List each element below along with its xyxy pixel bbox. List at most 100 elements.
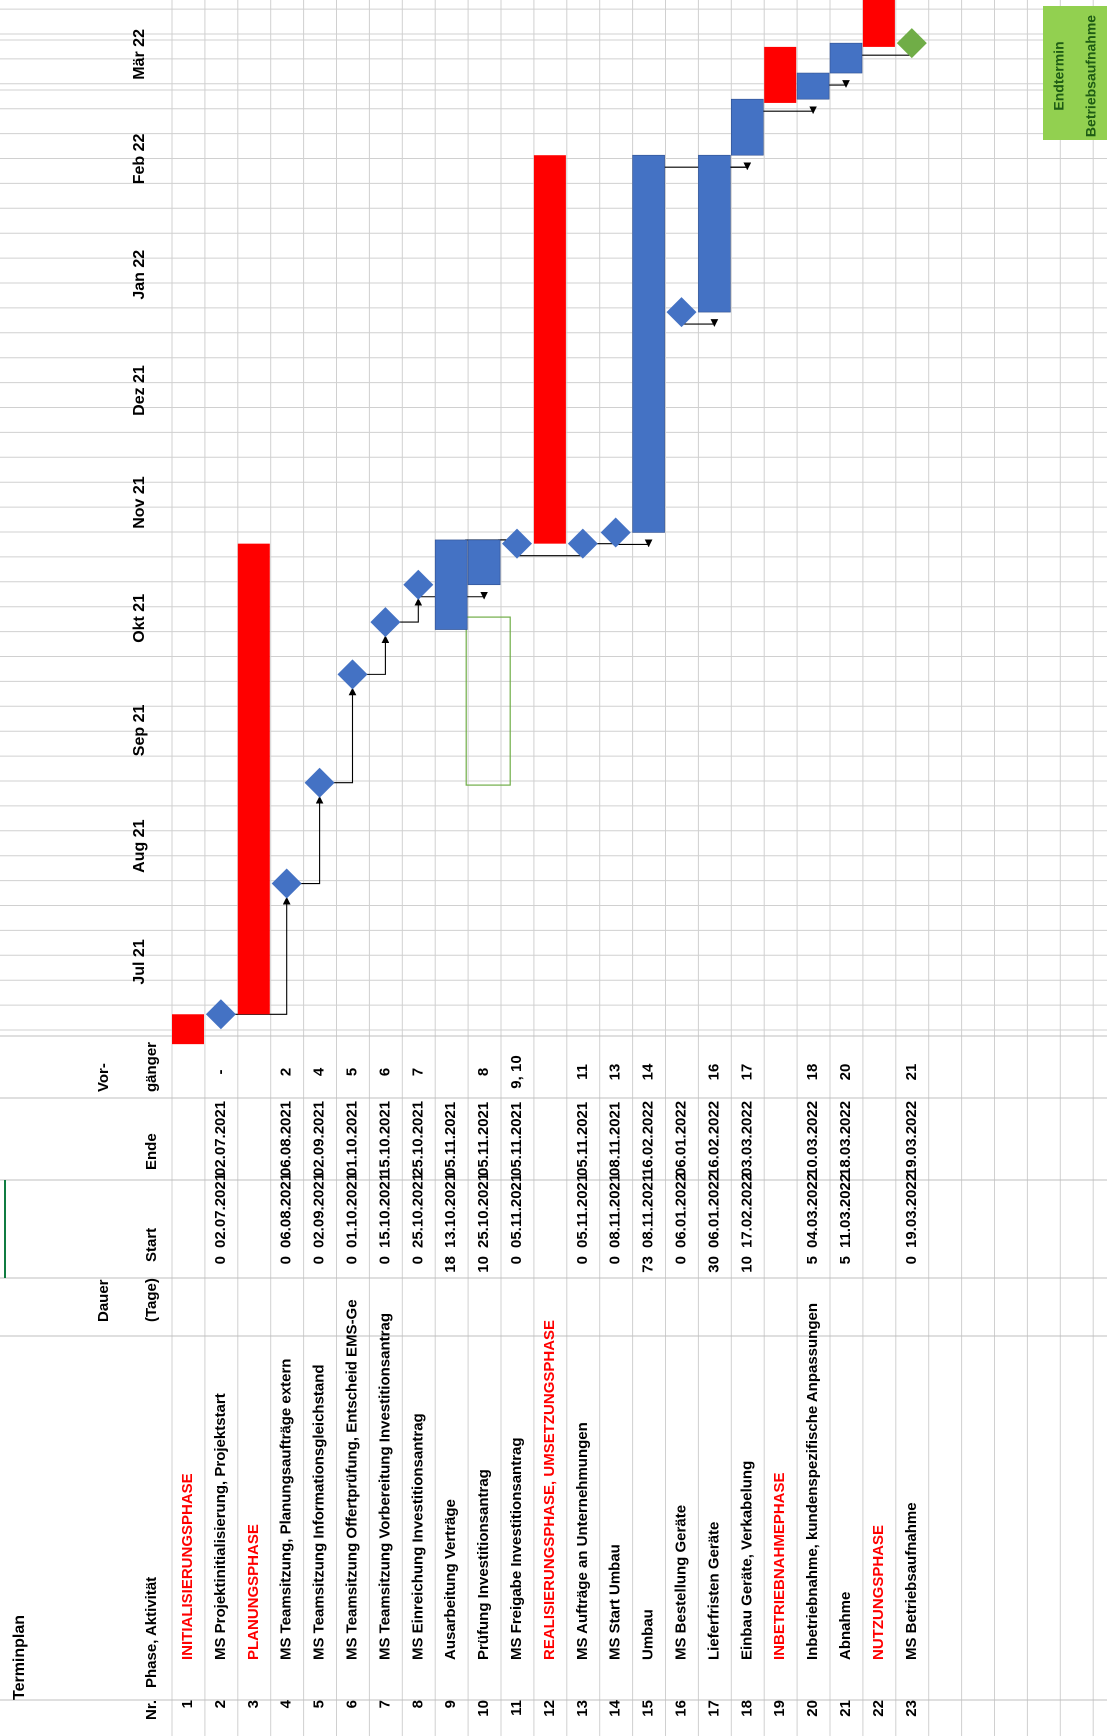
milestone-5 [304,767,335,798]
row-name-4: MS Teamsitzung, Planungsaufträge extern [278,1359,295,1660]
row-dauer-4: 0 [278,1256,295,1264]
row-nr-18: 18 [738,1700,755,1717]
task-bar-9 [434,539,468,630]
row-nr-17: 17 [705,1700,722,1717]
row-start-11: 05.11.2021 [508,1174,525,1248]
month-label: Mär 22 [131,29,148,80]
row-name-5: MS Teamsitzung Informationsgleichstand [311,1364,328,1660]
task-bar-21 [829,42,863,74]
row-start-4: 06.08.2021 [278,1173,295,1248]
row-dauer-9: 18 [442,1256,459,1273]
row-nr-19: 19 [771,1700,788,1717]
end-label-line2: Betriebsaufnahme [1083,15,1099,137]
header-texts: Terminplan Nr. Phase, Aktivität Dauer (Tage)… [11,1042,160,1720]
phase-bar-1 [172,1014,204,1045]
row-name-18: Einbau Geräte, Verkabelung [738,1461,755,1660]
row-pred-17: 16 [705,1064,722,1081]
row-ende-11: 05.11.2021 [508,1102,525,1176]
row-name-16: MS Bestellung Geräte [672,1505,689,1660]
row-start-9: 13.10.2021 [442,1173,459,1248]
row-nr-16: 16 [672,1700,689,1717]
milestone-marks [205,28,927,1030]
header-nr: Nr. [143,1700,160,1720]
row-nr-10: 10 [475,1700,492,1717]
task-bar-20 [796,72,830,100]
row-ende-21: 18.03.2022 [837,1101,854,1176]
row-dauer-17: 30 [705,1256,722,1273]
month-label: Jan 22 [131,250,148,300]
row-pred-5: 4 [311,1067,328,1076]
row-nr-9: 9 [442,1700,459,1708]
row-start-6: 01.10.2021 [343,1173,360,1248]
row-dauer-13: 0 [574,1256,591,1264]
row-name-20: Inbetriebnahme, kundenspezifische Anpass… [804,1303,821,1660]
row-nr-5: 5 [311,1700,328,1708]
header-start: Start [143,1228,160,1262]
row-start-21: 11.03.2022 [837,1174,854,1248]
milestone-13 [567,528,598,559]
row-name-1: INITIALISIERUNGSPHASE [179,1473,196,1660]
phase-bar-12 [533,155,566,544]
row-name-12: REALISIERUNGSPHASE, UMSETZUNGSPHASE [541,1320,558,1660]
row-dauer-5: 0 [311,1256,328,1264]
row-nr-15: 15 [640,1700,657,1717]
row-ende-23: 19.03.2022 [903,1101,920,1176]
row-texts: 1 INITIALISIERUNGSPHASE 2 MS Projektinitial… [179,1055,920,1716]
row-pred-11: 9, 10 [508,1055,525,1088]
row-nr-8: 8 [409,1700,426,1708]
header-dauer-2: (Tage) [143,1278,160,1322]
row-name-15: Umbau [640,1609,657,1660]
row-nr-2: 2 [212,1700,229,1708]
month-label: Sep 21 [131,705,148,757]
row-nr-4: 4 [278,1699,295,1708]
row-dauer-11: 0 [508,1256,525,1264]
row-name-17: Lieferfristen Geräte [705,1522,722,1660]
row-start-10: 25.10.2021 [475,1173,492,1248]
row-dauer-14: 0 [607,1256,624,1264]
row-start-17: 06.01.2022 [705,1173,722,1248]
row-start-7: 15.10.2021 [376,1173,393,1248]
task-bar-17 [698,154,731,313]
row-dauer-21: 5 [837,1256,854,1264]
row-pred-15: 14 [640,1063,657,1080]
row-ende-5: 02.09.2021 [311,1101,328,1176]
row-ende-20: 10.03.2022 [804,1101,821,1176]
row-nr-21: 21 [837,1700,854,1717]
row-pred-10: 8 [475,1068,492,1076]
row-dauer-10: 10 [475,1256,492,1273]
end-date-cell [1043,6,1107,140]
row-start-14: 08.11.2021 [607,1174,624,1248]
task-bars [172,0,895,1045]
milestone-16 [666,297,697,328]
row-name-13: MS Aufträge an Unternehmungen [574,1422,591,1660]
row-start-16: 06.01.2022 [672,1173,689,1248]
row-name-3: PLANUNGSPHASE [245,1524,262,1660]
row-pred-14: 13 [607,1064,624,1081]
header-dauer-1: Dauer [95,1279,112,1322]
phase-bar-22 [862,0,895,47]
milestone-11 [502,528,532,559]
row-start-13: 05.11.2021 [574,1174,591,1248]
row-name-8: MS Einreichung Investitionsantrag [409,1413,426,1660]
row-nr-14: 14 [607,1699,624,1716]
row-pred-18: 17 [738,1064,755,1081]
row-name-23: MS Betriebsaufnahme [903,1502,920,1660]
month-label: Aug 21 [131,819,148,872]
milestone-2 [205,999,236,1030]
row-name-10: Prüfung Investitionsantrag [475,1469,492,1660]
task-bar-10 [467,539,501,586]
row-ende-4: 06.08.2021 [278,1101,295,1176]
row-start-8: 25.10.2021 [409,1173,426,1248]
row-name-14: MS Start Umbau [607,1544,624,1660]
row-dauer-7: 0 [376,1256,393,1264]
month-label: Jul 21 [131,939,148,984]
phase-bar-3 [237,543,270,1015]
link-5-6 [333,687,357,784]
milestone-6 [337,659,368,690]
row-start-23: 19.03.2022 [903,1173,920,1248]
row-ende-7: 15.10.2021 [376,1101,393,1176]
link-6-7 [366,635,390,675]
milestone-23 [896,28,927,59]
row-pred-21: 20 [837,1064,854,1081]
